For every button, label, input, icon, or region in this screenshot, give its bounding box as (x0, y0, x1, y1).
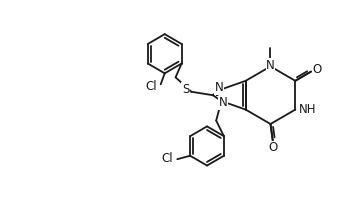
Text: Cl: Cl (161, 152, 173, 165)
Text: O: O (268, 141, 277, 154)
Text: O: O (313, 63, 321, 77)
Text: N: N (219, 96, 228, 109)
Text: Cl: Cl (145, 80, 156, 93)
Text: N: N (266, 59, 275, 72)
Text: S: S (182, 83, 189, 96)
Text: NH: NH (299, 103, 317, 116)
Text: N: N (215, 81, 224, 94)
